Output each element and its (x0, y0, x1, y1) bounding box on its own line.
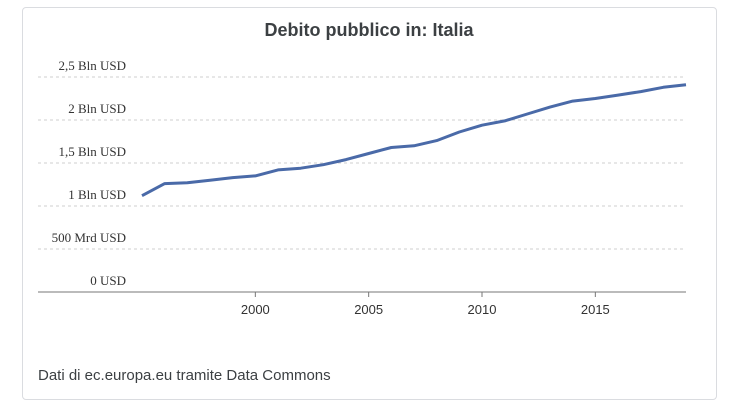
data-point[interactable] (204, 174, 216, 186)
data-point[interactable] (227, 172, 239, 184)
data-point[interactable] (657, 81, 669, 93)
series-line (141, 83, 687, 198)
series-layer (136, 79, 692, 202)
data-point[interactable] (635, 86, 647, 98)
data-point[interactable] (272, 164, 284, 176)
data-point[interactable] (181, 177, 193, 189)
data-point[interactable] (363, 148, 375, 160)
data-point[interactable] (317, 159, 329, 171)
y-tick-label: 2 Bln USD (68, 101, 126, 116)
data-point[interactable] (385, 142, 397, 154)
data-point[interactable] (499, 115, 511, 127)
grid-lines (38, 76, 686, 250)
data-point[interactable] (249, 170, 261, 182)
data-point[interactable] (476, 119, 488, 131)
y-tick-label: 1 Bln USD (68, 187, 126, 202)
chart-card (22, 7, 717, 400)
x-tick-label: 2010 (468, 302, 497, 317)
data-point[interactable] (567, 95, 579, 107)
x-tick-label: 2000 (241, 302, 270, 317)
source-note: Dati di ec.europa.eu tramite Data Common… (38, 367, 331, 384)
data-point[interactable] (544, 101, 556, 113)
y-axis-ticks: 0 USD 500 Mrd USD 1 Bln USD 1,5 Bln USD 2 Bl… (52, 58, 126, 288)
data-point[interactable] (431, 135, 443, 147)
x-tick-label: 2005 (354, 302, 383, 317)
data-point[interactable] (453, 126, 465, 138)
data-point[interactable] (408, 140, 420, 152)
y-tick-label: 0 USD (90, 273, 126, 288)
data-point[interactable] (521, 108, 533, 120)
data-point[interactable] (295, 162, 307, 174)
x-tick-label: 2015 (581, 302, 610, 317)
x-axis-ticks: 2000 2005 2010 2015 (241, 292, 610, 317)
data-point[interactable] (589, 93, 601, 105)
data-point[interactable] (340, 154, 352, 166)
data-point[interactable] (136, 190, 148, 202)
chart-title: Debito pubblico in: Italia (264, 20, 474, 40)
y-tick-label: 1,5 Bln USD (58, 144, 126, 159)
y-tick-label: 500 Mrd USD (52, 230, 126, 245)
data-point[interactable] (159, 178, 171, 190)
data-point[interactable] (680, 79, 692, 91)
y-tick-label: 2,5 Bln USD (58, 58, 126, 73)
data-point[interactable] (612, 89, 624, 101)
